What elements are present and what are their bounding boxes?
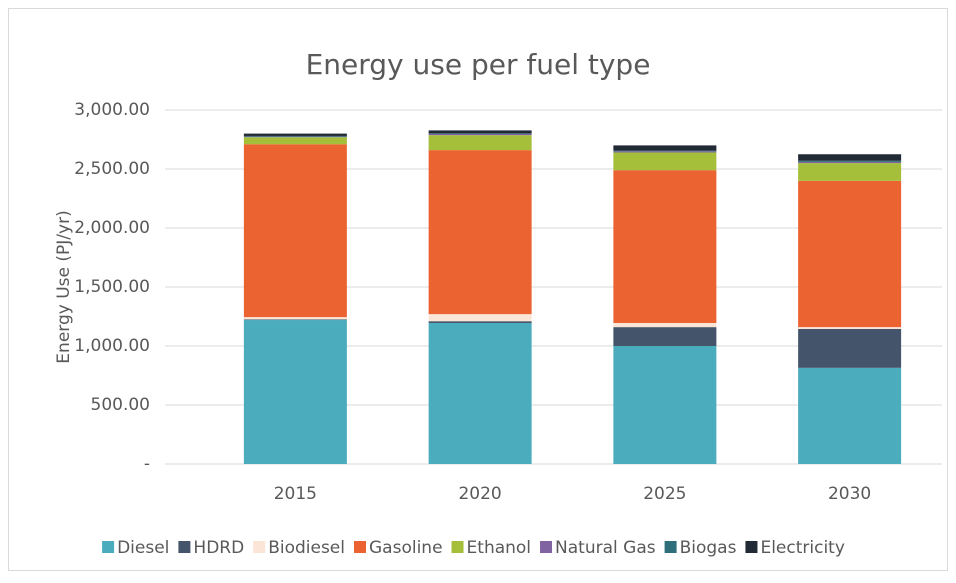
legend-label: HDRD — [193, 538, 244, 558]
bar-segment — [428, 133, 532, 134]
legend-label: Biogas — [680, 538, 737, 558]
bar-segment — [613, 152, 717, 171]
bar-segment — [798, 161, 902, 164]
x-tick-label: 2025 — [643, 484, 686, 504]
bar-segment — [798, 163, 902, 181]
bar-segment — [428, 314, 532, 322]
bar-segment — [798, 328, 902, 368]
bar-segment — [428, 130, 532, 134]
bar-segment — [428, 322, 532, 464]
legend-label: Ethanol — [467, 538, 532, 558]
y-tick-label: 3,000.00 — [74, 100, 150, 120]
y-axis-label: Energy Use (PJ/yr) — [54, 210, 74, 363]
bar-segment — [428, 135, 532, 151]
y-tick-label: 500.00 — [91, 395, 150, 415]
legend-label: Diesel — [117, 538, 169, 558]
legend-swatch — [102, 541, 115, 553]
bar-segment — [613, 322, 717, 328]
bar-segment — [798, 180, 902, 328]
y-tick-label: 2,500.00 — [74, 159, 150, 179]
bar-segment — [243, 144, 347, 318]
bar-segment — [613, 327, 717, 346]
bar-segment — [243, 320, 347, 464]
x-tick-label: 2015 — [274, 484, 317, 504]
legend-swatch — [745, 541, 758, 553]
y-tick-label: 2,000.00 — [74, 218, 150, 238]
legend-label: Electricity — [760, 538, 844, 558]
bar-segment — [798, 367, 902, 464]
bar-segment — [243, 317, 347, 320]
chart-title: Energy use per fuel type — [306, 48, 651, 81]
bar-segment — [243, 137, 347, 145]
bar-segment — [613, 145, 717, 151]
bar-segment — [428, 150, 532, 315]
bar-segment — [798, 327, 902, 329]
x-tick-label: 2030 — [828, 484, 871, 504]
legend-label: Gasoline — [369, 538, 443, 558]
bar-segment — [243, 135, 347, 137]
legend-label: Biodiesel — [268, 538, 345, 558]
bar-segment — [613, 346, 717, 464]
y-tick-label: 1,000.00 — [74, 336, 150, 356]
bar-segment — [243, 319, 347, 321]
legend-swatch — [664, 541, 677, 553]
bar-segment — [613, 150, 717, 152]
legend-swatch — [540, 541, 553, 553]
legend-swatch — [253, 541, 266, 553]
bar-segment — [613, 151, 717, 153]
bar-segment — [613, 170, 717, 323]
y-tick-label: 1,500.00 — [74, 277, 150, 297]
bar-segment — [243, 133, 347, 136]
legend-swatch — [178, 541, 191, 553]
bar-segment — [798, 160, 902, 162]
bar-segment — [798, 154, 902, 161]
legend-swatch — [451, 541, 464, 553]
bar-segment — [428, 133, 532, 136]
y-tick-label: - — [144, 454, 150, 474]
legend-label: Natural Gas — [555, 538, 656, 558]
bar-segment — [428, 321, 532, 323]
bar-segment — [243, 136, 347, 138]
x-tick-label: 2020 — [458, 484, 501, 504]
legend-swatch — [354, 541, 366, 553]
